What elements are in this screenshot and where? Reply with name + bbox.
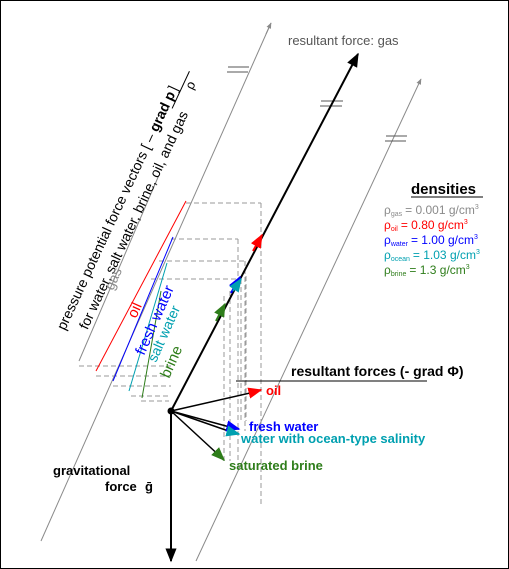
origin-point: [167, 407, 175, 415]
density-row-brine: ρbrine = 1.3 g/cm3: [384, 263, 470, 278]
gravity-symbol: ḡ: [145, 479, 153, 494]
salt-water-pressure-vector: [229, 277, 242, 293]
resultant-oil-vector: [170, 388, 261, 412]
fraction-bar: [171, 71, 190, 109]
resultant-ocean-water-vector: [170, 410, 238, 435]
result-ocean-water-label: water with ocean-type salinity: [240, 431, 426, 446]
dimension-salt-water: [128, 262, 168, 392]
density-row-gas: ρgas = 0.001 g/cm3: [384, 203, 479, 218]
dimension-oil: [95, 200, 187, 372]
brine-tip-green: [211, 447, 225, 461]
dimension-fresh-water: [112, 236, 174, 382]
density-row-ocean: ρocean = 1.03 g/cm3: [384, 248, 480, 263]
guide-line-left-arrow: [265, 22, 272, 35]
densities-heading: densities: [411, 181, 476, 198]
gas-pressure-vector: [170, 52, 359, 412]
guide-line-left: [40, 22, 272, 542]
ocean-tip-cyan: [225, 425, 241, 437]
label-oil: oil: [124, 300, 146, 321]
oil-pressure-vector: [250, 233, 263, 252]
gravity-label-line2: force: [105, 479, 137, 494]
resultant-forces-label: resultant forces (- grad Φ): [291, 363, 464, 379]
oil-tip-red: [247, 387, 263, 399]
gravity-label-line1: gravitational: [53, 463, 130, 478]
result-fresh-water-label: fresh water: [249, 419, 318, 434]
dashed-projections: [79, 202, 262, 506]
guide-line-right: [195, 78, 422, 562]
density-row-water: ρwater = 1.00 g/cm3: [384, 233, 478, 248]
axis-label-rho: ρ: [182, 79, 199, 92]
result-brine-label: saturated brine: [229, 458, 323, 473]
dimension-brine: [141, 290, 162, 399]
brine-pressure-vector: [214, 302, 226, 322]
resultant-gas-label: resultant force: gas: [288, 33, 399, 48]
result-oil-label: oil: [266, 383, 281, 398]
dimension-gas: [78, 174, 160, 362]
density-row-oil: ρoil = 0.80 g/cm3: [384, 218, 468, 233]
break-marks: [227, 66, 407, 142]
